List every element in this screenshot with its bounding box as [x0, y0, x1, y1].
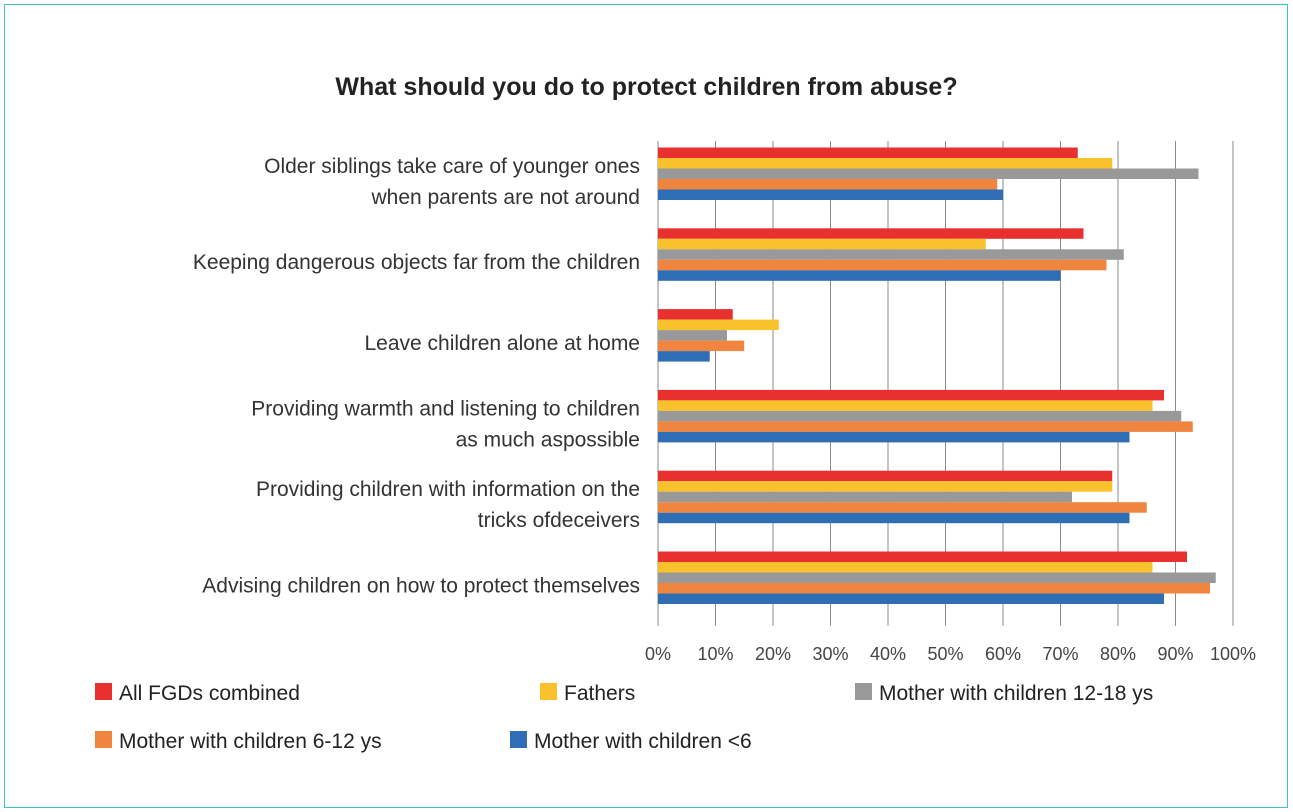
legend-label: Mother with children 12-18 ys — [879, 682, 1153, 705]
category-label: when parents are not around — [370, 186, 640, 209]
x-tick-labels: 0% 10% 20% 30% 40% 50% 60% 70% 80% 90% 100% — [645, 644, 1256, 664]
legend-swatch — [510, 731, 527, 748]
category-label: Older siblings take care of younger ones — [264, 155, 640, 178]
bar — [658, 351, 710, 362]
bar — [658, 319, 779, 331]
x-tick-label: 0% — [645, 644, 671, 664]
bar — [658, 309, 733, 320]
category-label: tricks ofdeceivers — [478, 509, 640, 532]
bar — [658, 168, 1199, 179]
legend-swatch — [95, 683, 112, 700]
legend-label: Mother with children <6 — [534, 730, 752, 753]
x-tick-label: 100% — [1210, 644, 1256, 664]
bar — [658, 238, 986, 250]
bar — [658, 270, 1061, 281]
bar — [658, 502, 1147, 513]
bar — [658, 179, 998, 190]
bar — [658, 481, 1113, 492]
bar — [658, 491, 1072, 503]
x-tick-label: 90% — [1157, 644, 1193, 664]
bar — [658, 400, 1153, 411]
bar — [658, 389, 1164, 401]
bar — [658, 470, 1113, 482]
bar — [658, 147, 1078, 158]
x-tick-label: 30% — [812, 644, 848, 664]
category-label: as much aspossible — [456, 428, 640, 451]
category-label: Leave children alone at home — [364, 332, 640, 355]
x-tick-label: 40% — [870, 644, 906, 664]
legend-swatch — [540, 683, 557, 700]
bar — [658, 593, 1164, 604]
bar — [658, 562, 1153, 573]
category-label: Providing children with information on t… — [256, 478, 640, 501]
x-tick-label: 60% — [985, 644, 1021, 664]
gridlines — [657, 141, 1234, 626]
bar — [658, 158, 1113, 169]
chart-title: What should you do to protect children f… — [335, 73, 958, 101]
bar — [658, 410, 1182, 422]
bar — [658, 330, 727, 341]
bar — [658, 259, 1107, 271]
bar — [658, 249, 1124, 260]
x-tick-label: 50% — [927, 644, 963, 664]
x-tick-label: 80% — [1100, 644, 1136, 664]
bar — [658, 340, 745, 352]
x-tick-label: 70% — [1042, 644, 1078, 664]
category-label: Keeping dangerous objects far from the c… — [193, 251, 640, 274]
x-tick-label: 10% — [697, 644, 733, 664]
legend: All FGDs combined Fathers Mother with chil… — [95, 682, 1153, 753]
bars — [658, 147, 1216, 604]
bar — [658, 572, 1216, 583]
bar — [658, 512, 1130, 524]
category-labels: Older siblings take care of younger ones… — [193, 155, 640, 598]
bar — [658, 421, 1193, 432]
bar — [658, 189, 1003, 200]
bar — [658, 228, 1084, 239]
legend-swatch — [95, 731, 112, 748]
category-label: Providing warmth and listening to childr… — [251, 397, 640, 420]
bar — [658, 431, 1130, 443]
legend-label: Mother with children 6-12 ys — [119, 730, 382, 753]
x-tick-label: 20% — [755, 644, 791, 664]
category-label: Advising children on how to protect them… — [202, 574, 640, 597]
bar — [658, 583, 1210, 594]
legend-label: Fathers — [564, 682, 635, 705]
legend-label: All FGDs combined — [119, 682, 300, 705]
bar — [658, 551, 1187, 562]
legend-swatch — [855, 683, 872, 700]
